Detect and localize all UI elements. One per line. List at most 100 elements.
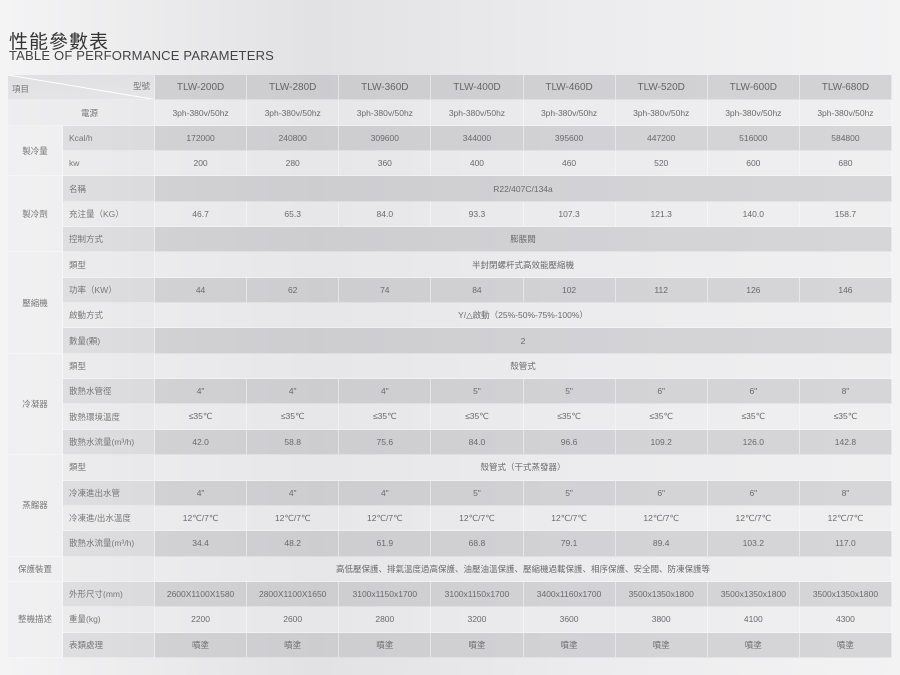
value-cell: 噴塗 [247, 632, 340, 658]
value-cell: ≤35℃ [247, 404, 340, 430]
value-cell: 3ph-380v/50hz [707, 100, 800, 126]
row-label: 啟動方式 [63, 303, 155, 329]
value-cell: 12℃/7℃ [615, 505, 708, 532]
value-cell: 112 [615, 277, 708, 304]
value-cell: 84.0 [431, 429, 524, 456]
value-cell: 5" [431, 379, 524, 405]
group-label: 保護裝置 [8, 556, 63, 582]
value-cell: 4100 [707, 607, 800, 633]
value-cell: 126.0 [707, 429, 800, 456]
value-cell: 5" [523, 379, 616, 405]
model-header: TLW-200D [155, 75, 248, 101]
group-label: 蒸餾器 [8, 455, 63, 557]
value-cell: 6" [707, 379, 800, 405]
value-cell: 噴塗 [615, 632, 708, 658]
value-cell: 89.4 [615, 531, 708, 557]
table-row: 表類處理 噴塗 噴塗 噴塗 噴塗 噴塗 噴塗 噴塗 噴塗 [8, 632, 892, 658]
row-label: 功率（KW） [63, 277, 155, 304]
value-cell: 5" [431, 480, 524, 506]
merged-value-cell: R22/407C/134a [155, 176, 892, 202]
value-cell: 126 [707, 277, 800, 304]
row-label: 冷凍進/出水溫度 [63, 505, 155, 532]
value-cell: 584800 [799, 125, 892, 152]
value-cell: 2600 [247, 607, 340, 633]
table-row: 冷凍進出水管 4" 4" 4" 5" 5" 6" 6" 8" [8, 480, 892, 506]
merged-value-cell: 高低壓保護、排氣溫度過高保護、油壓油溫保護、壓縮機過載保護、相序保護、安全閥、防… [155, 556, 892, 582]
model-header: TLW-280D [247, 75, 340, 101]
value-cell: 68.8 [431, 531, 524, 557]
merged-value-cell: 半封閉螺杆式高效能壓縮機 [155, 252, 892, 278]
value-cell: 75.6 [339, 429, 432, 456]
model-header: TLW-520D [615, 75, 708, 101]
value-cell: 3200 [431, 607, 524, 633]
value-cell: 6" [615, 379, 708, 405]
table-row: 整機描述 外形尺寸(mm) 2600X1100X1580 2800X1100X1650… [8, 581, 892, 658]
row-label [63, 556, 155, 582]
row-label: 散熱水流量(m³/h) [63, 429, 155, 456]
row-label: 名稱 [63, 176, 155, 202]
page-title: 性能參數表 [9, 31, 110, 53]
value-cell: 3ph-380v/50hz [155, 100, 248, 126]
value-cell: 4300 [799, 607, 892, 633]
value-cell: 309600 [339, 125, 432, 152]
value-cell: 12℃/7℃ [155, 505, 248, 532]
value-cell: 4" [247, 379, 340, 405]
value-cell: 3500x1350x1800 [615, 581, 708, 608]
row-label: 類型 [63, 455, 155, 481]
table-row: 電源 3ph-380v/50hz 3ph-380v/50hz 3ph-380v/50h… [8, 100, 892, 126]
value-cell: 2200 [155, 607, 248, 633]
value-cell: 噴塗 [523, 632, 616, 658]
value-cell: 102 [523, 277, 616, 304]
value-cell: 4" [155, 379, 248, 405]
row-label: 表類處理 [63, 632, 155, 658]
table-row: 散熱水流量(m³/h) 42.0 58.8 75.6 84.0 96.6 109.2 126.… [8, 429, 892, 456]
value-cell: 2800 [339, 607, 432, 633]
value-cell: ≤35℃ [431, 404, 524, 430]
value-cell: 8" [799, 480, 892, 506]
table-row: 功率（KW） 44 62 74 84 102 112 126 146 [8, 277, 892, 304]
value-cell: ≤35℃ [799, 404, 892, 430]
value-cell: 93.3 [431, 201, 524, 228]
value-cell: 61.9 [339, 531, 432, 557]
item-header-label: 項目 [12, 84, 30, 95]
value-cell: 噴塗 [707, 632, 800, 658]
value-cell: 12℃/7℃ [339, 505, 432, 532]
group-label: 製冷劑 [8, 176, 63, 253]
value-cell: 3400x1160x1700 [523, 581, 616, 608]
page-subtitle: TABLE OF PERFORMANCE PARAMETERS [9, 48, 275, 63]
value-cell: 3ph-380v/50hz [615, 100, 708, 126]
value-cell: 400 [431, 151, 524, 177]
value-cell: 516000 [707, 125, 800, 152]
model-header: TLW-460D [523, 75, 616, 101]
value-cell: 34.4 [155, 531, 248, 557]
row-label: 外形尺寸(mm) [63, 581, 155, 608]
value-cell: 280 [247, 151, 340, 177]
table-row: 散熱水流量(m³/h) 34.4 48.2 61.9 68.8 79.1 89.4 103.2… [8, 531, 892, 557]
value-cell: 噴塗 [799, 632, 892, 658]
value-cell: 6" [615, 480, 708, 506]
value-cell: 447200 [615, 125, 708, 152]
value-cell: 46.7 [155, 201, 248, 228]
table-row: 蒸餾器 類型 殼管式（干式蒸發器） [8, 455, 892, 557]
value-cell: 42.0 [155, 429, 248, 456]
value-cell: 5" [523, 480, 616, 506]
value-cell: 3500x1350x1800 [707, 581, 800, 608]
table-row: 冷凝器 類型 殼管式 [8, 353, 892, 456]
value-cell: ≤35℃ [707, 404, 800, 430]
table-row: 啟動方式 Y/△啟動（25%-50%-75%-100%） [8, 303, 892, 329]
row-label: Kcal/h [63, 125, 155, 152]
value-cell: 395600 [523, 125, 616, 152]
value-cell: 4" [339, 480, 432, 506]
value-cell: ≤35℃ [615, 404, 708, 430]
value-cell: 噴塗 [431, 632, 524, 658]
value-cell: 107.3 [523, 201, 616, 228]
value-cell: 噴塗 [339, 632, 432, 658]
value-cell: 158.7 [799, 201, 892, 228]
merged-value-cell: 殼管式 [155, 353, 892, 380]
model-header: TLW-680D [799, 75, 892, 101]
value-cell: 3ph-380v/50hz [799, 100, 892, 126]
value-cell: 140.0 [707, 201, 800, 228]
value-cell: 4" [339, 379, 432, 405]
table-row: kw 200 280 360 400 460 520 600 680 [8, 151, 892, 177]
value-cell: 3600 [523, 607, 616, 633]
